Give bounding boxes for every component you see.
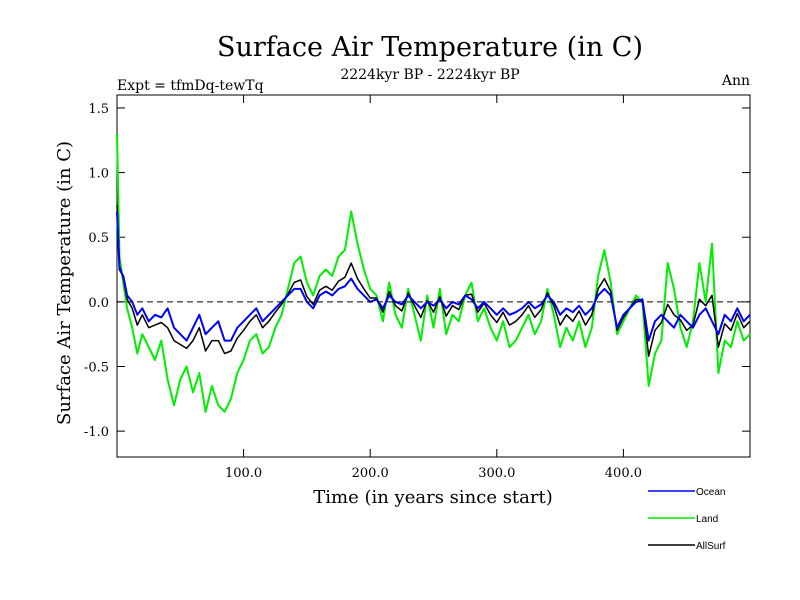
y-tick-label: -1.0 bbox=[84, 425, 109, 440]
axis-ticks: 100.0 200.0 300.0 400.0 1.5 1.0 0.5 0.0 -0.5 -1.0 bbox=[84, 95, 750, 481]
x-axis-label: Time (in years since start) bbox=[313, 487, 553, 508]
x-tick-label: 400.0 bbox=[605, 466, 642, 481]
legend: Ocean Land AllSurf bbox=[648, 487, 726, 552]
series-line-allsurf bbox=[116, 204, 751, 357]
x-tick-label: 100.0 bbox=[225, 466, 262, 481]
legend-label-land: Land bbox=[696, 514, 718, 525]
x-tick-label: 200.0 bbox=[352, 466, 389, 481]
series-line-ocean bbox=[116, 211, 751, 342]
y-tick-label: 0.5 bbox=[88, 231, 109, 246]
x-tick-label: 300.0 bbox=[478, 466, 515, 481]
experiment-label: Expt = tfmDq-tewTq bbox=[117, 78, 264, 94]
series-line-land bbox=[116, 133, 751, 413]
y-tick-label: 1.0 bbox=[88, 167, 109, 182]
chart-title: Surface Air Temperature (in C) bbox=[217, 32, 643, 63]
chart-subtitle: 2224kyr BP - 2224kyr BP bbox=[340, 67, 519, 83]
season-label: Ann bbox=[721, 73, 750, 89]
series-layer bbox=[116, 133, 751, 413]
legend-label-allsurf: AllSurf bbox=[696, 541, 726, 552]
y-axis-label: Surface Air Temperature (in C) bbox=[54, 141, 75, 425]
y-tick-label: 0.0 bbox=[88, 296, 109, 311]
y-tick-label: -0.5 bbox=[84, 361, 109, 376]
plot-frame bbox=[116, 94, 751, 458]
y-tick-label: 1.5 bbox=[88, 102, 109, 117]
legend-label-ocean: Ocean bbox=[696, 487, 725, 498]
